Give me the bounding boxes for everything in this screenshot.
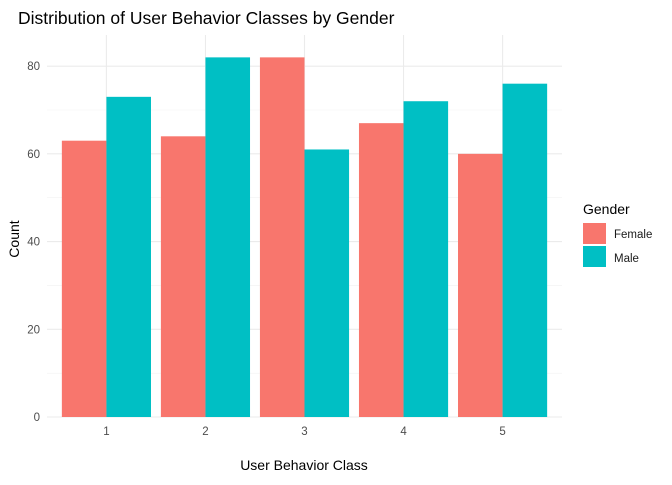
- x-axis-title: User Behavior Class: [240, 457, 368, 473]
- x-tick-label: 1: [103, 426, 109, 438]
- legend-title: Gender: [583, 201, 630, 217]
- x-tick-label: 2: [202, 426, 208, 438]
- y-tick-label: 20: [27, 324, 40, 336]
- y-tick-label: 60: [27, 149, 40, 161]
- x-tick-label: 4: [400, 426, 407, 438]
- chart-title: Distribution of User Behavior Classes by…: [18, 8, 395, 28]
- bar-male-class-5: [502, 83, 548, 417]
- legend-label-male: Male: [614, 253, 639, 265]
- bar-female-class-5: [458, 153, 503, 417]
- bar-male-class-1: [106, 96, 151, 417]
- bar-female-class-3: [259, 57, 305, 417]
- y-tick-label: 80: [27, 61, 40, 73]
- bar-female-class-1: [61, 140, 107, 417]
- bar-male-class-2: [205, 57, 251, 417]
- bar-female-class-2: [160, 136, 206, 417]
- legend-label-female: Female: [614, 229, 652, 241]
- y-axis-title: Count: [6, 220, 22, 257]
- legend: Gender Female Male: [583, 201, 652, 267]
- y-tick-label: 0: [34, 412, 40, 424]
- legend-swatch-female: [583, 223, 606, 244]
- x-tick-label: 3: [301, 426, 307, 438]
- legend-swatch-male: [583, 246, 606, 267]
- bar-male-class-4: [403, 101, 449, 417]
- x-tick-label: 5: [499, 426, 505, 438]
- axes: 0 20 40 60 80 1 2 3 4 5: [27, 61, 506, 438]
- bars: [61, 57, 548, 418]
- y-tick-label: 40: [27, 237, 40, 249]
- bar-male-class-3: [304, 149, 350, 417]
- bar-female-class-4: [358, 123, 404, 418]
